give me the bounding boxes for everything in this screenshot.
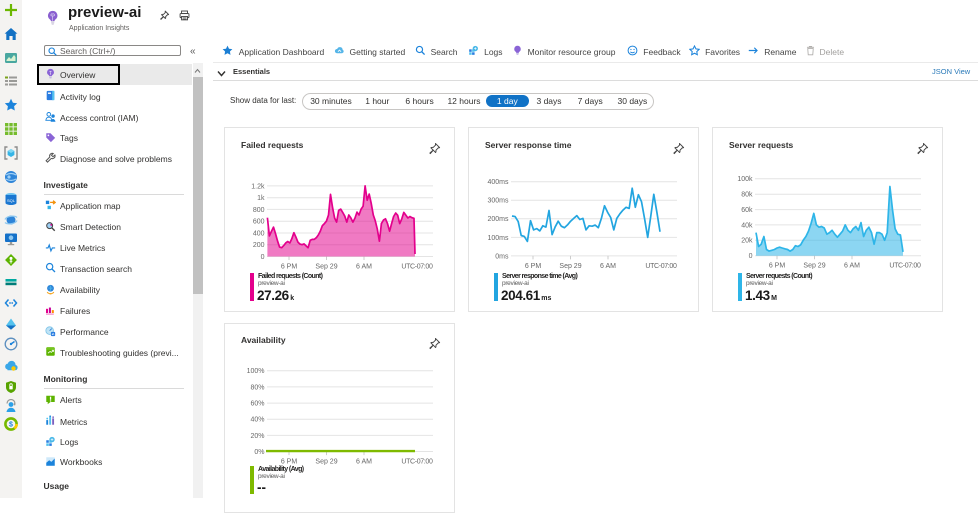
svg-text:40k: 40k	[741, 222, 753, 229]
svg-text:400ms: 400ms	[487, 179, 509, 186]
svg-text:80k: 80k	[741, 192, 753, 199]
svg-text:1.2k: 1.2k	[251, 183, 265, 190]
svg-text:Sep 29: Sep 29	[315, 264, 337, 271]
svg-text:0: 0	[261, 254, 265, 261]
svg-text:6 AM: 6 AM	[356, 264, 372, 271]
svg-text:0: 0	[749, 253, 753, 260]
svg-text:SQL: SQL	[7, 198, 16, 203]
svg-text:0%: 0%	[254, 448, 264, 455]
svg-text:6 PM: 6 PM	[281, 264, 298, 271]
svg-text:6 PM: 6 PM	[525, 263, 542, 270]
svg-text:Sep 29: Sep 29	[315, 458, 337, 465]
svg-text:300ms: 300ms	[487, 198, 509, 205]
svg-text:UTC-07:00: UTC-07:00	[401, 458, 433, 465]
svg-text:UTC-07:00: UTC-07:00	[645, 263, 677, 270]
svg-text:1k: 1k	[257, 195, 265, 202]
svg-text:100k: 100k	[737, 176, 753, 183]
svg-text:Sep 29: Sep 29	[559, 263, 581, 270]
svg-text:400: 400	[253, 230, 265, 237]
svg-text:100ms: 100ms	[487, 235, 509, 242]
svg-text:UTC-07:00: UTC-07:00	[401, 264, 433, 271]
svg-text:60%: 60%	[250, 400, 264, 407]
svg-text:60k: 60k	[741, 207, 753, 214]
svg-text:800: 800	[253, 207, 265, 214]
svg-text:6 AM: 6 AM	[600, 263, 616, 270]
svg-text:Sep 29: Sep 29	[803, 263, 825, 270]
svg-text:20k: 20k	[741, 238, 753, 245]
svg-text:100%: 100%	[247, 368, 265, 375]
svg-text:200: 200	[253, 242, 265, 249]
svg-text:200ms: 200ms	[487, 216, 509, 223]
svg-text:6 PM: 6 PM	[281, 458, 298, 465]
svg-text:80%: 80%	[250, 384, 264, 391]
svg-text:20%: 20%	[250, 432, 264, 439]
svg-text:6 PM: 6 PM	[769, 263, 786, 270]
svg-text:600: 600	[253, 219, 265, 226]
svg-text:40%: 40%	[250, 416, 264, 423]
svg-text:0ms: 0ms	[495, 253, 509, 260]
svg-text:$: $	[9, 421, 13, 428]
svg-text:6 AM: 6 AM	[356, 458, 372, 465]
svg-text:UTC-07:00: UTC-07:00	[889, 263, 921, 270]
svg-text:6 AM: 6 AM	[844, 263, 860, 270]
